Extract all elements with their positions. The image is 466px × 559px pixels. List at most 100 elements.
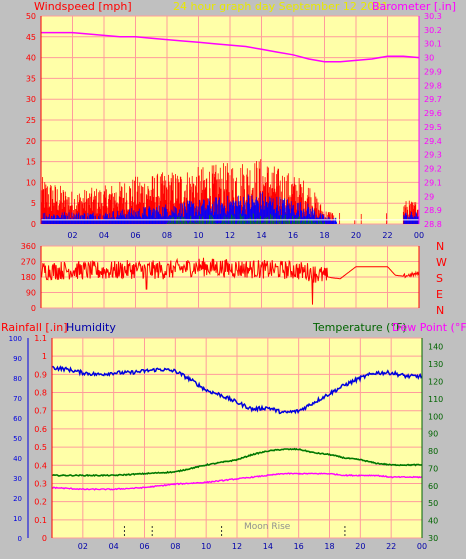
climate-x-tick: 20 <box>355 542 365 551</box>
direction-y-tick: 180 <box>21 273 36 282</box>
barometer-y-tick: 30.3 <box>424 12 442 21</box>
wind-x-tick: 12 <box>225 231 235 240</box>
wind-y-tick: 45 <box>26 33 36 42</box>
humidity-y-tick: 60 <box>13 415 22 423</box>
climate-x-tick: 12 <box>232 542 242 551</box>
wind-y-tick: 35 <box>26 74 36 83</box>
wind-y-tick: 10 <box>26 178 36 187</box>
barometer-y-tick: 29.7 <box>424 95 442 104</box>
barometer-line <box>41 31 420 63</box>
temperature-y-tick: 80 <box>428 447 438 456</box>
humidity-y-tick: 90 <box>13 355 22 363</box>
rainfall-y-tick: 0.7 <box>34 407 47 416</box>
climate-x-tick: 04 <box>109 542 119 551</box>
humidity-y-tick: 30 <box>13 475 22 483</box>
temperature-y-tick: 50 <box>428 499 438 508</box>
climate-x-tick: 06 <box>139 542 149 551</box>
humidity-axis-label: Humidity <box>66 321 116 334</box>
direction-y-tick: 270 <box>21 258 36 267</box>
barometer-y-tick: 29.5 <box>424 123 442 132</box>
wind-y-tick: 20 <box>26 137 36 146</box>
temperature-y-tick: 130 <box>428 360 443 369</box>
barometer-y-tick: 30 <box>424 54 434 63</box>
humidity-y-tick: 20 <box>13 495 22 503</box>
rainfall-y-tick: 1.1 <box>34 334 47 343</box>
rainfall-y-tick: 0.4 <box>34 461 47 470</box>
wind-y-tick: 30 <box>26 95 36 104</box>
humidity-y-tick: 100 <box>9 335 22 343</box>
temperature-line <box>52 447 422 477</box>
rainfall-y-tick: 0.9 <box>34 370 47 379</box>
rainfall-y-tick: 0.6 <box>34 425 47 434</box>
rainfall-y-tick: 0.3 <box>34 479 47 488</box>
climate-x-tick: 10 <box>201 542 211 551</box>
dewpoint-axis-label: Dew Point (°F) <box>392 321 466 334</box>
climate-x-tick: 02 <box>78 542 88 551</box>
wind-y-tick: 0 <box>31 220 36 229</box>
wind-x-tick: 08 <box>162 231 172 240</box>
direction-line <box>40 257 420 305</box>
wind-x-tick: 04 <box>99 231 109 240</box>
barometer-y-tick: 29.8 <box>424 81 442 90</box>
barometer-axis-label: Barometer [.in] <box>372 0 456 13</box>
windspeed-axis-label: Windspeed [mph] <box>34 0 132 13</box>
wind-x-tick: 20 <box>351 231 361 240</box>
wind-x-tick: 10 <box>193 231 203 240</box>
rainfall-y-tick: 0.8 <box>34 389 47 398</box>
direction-label-n-top: N <box>436 240 444 253</box>
temperature-y-tick: 90 <box>428 430 438 439</box>
humidity-line <box>51 365 423 415</box>
rainfall-y-tick: 0.5 <box>34 443 47 452</box>
direction-label-s: S <box>436 272 443 285</box>
barometer-y-tick: 28.8 <box>424 220 442 229</box>
climate-x-tick: 00 <box>417 542 427 551</box>
barometer-y-tick: 30.2 <box>424 26 442 35</box>
temperature-y-tick: 30 <box>428 534 438 543</box>
barometer-y-tick: 28.9 <box>424 206 442 215</box>
rainfall-y-tick: 0 <box>42 534 47 543</box>
barometer-y-tick: 29 <box>424 192 434 201</box>
climate-x-tick: 22 <box>386 542 396 551</box>
wind-x-tick: 00 <box>414 231 424 240</box>
wind-x-tick: 16 <box>288 231 298 240</box>
temperature-y-tick: 100 <box>428 412 443 421</box>
humidity-y-tick: 0 <box>18 535 22 543</box>
climate-x-tick: 18 <box>324 542 334 551</box>
temperature-y-tick: 60 <box>428 482 438 491</box>
direction-label-w: W <box>436 256 447 269</box>
wind-y-tick: 15 <box>26 158 36 167</box>
barometer-y-tick: 29.4 <box>424 137 442 146</box>
dewpoint-line <box>51 472 423 491</box>
wind-x-tick: 18 <box>319 231 329 240</box>
wind-x-tick: 14 <box>256 231 266 240</box>
wind-y-tick: 40 <box>26 54 36 63</box>
direction-label-n-bottom: N <box>436 304 444 317</box>
wind-y-tick: 25 <box>26 116 36 125</box>
humidity-y-tick: 10 <box>13 515 22 523</box>
rainfall-y-tick: 0.2 <box>34 498 47 507</box>
humidity-y-tick: 50 <box>13 435 22 443</box>
wind-y-tick: 5 <box>31 199 36 208</box>
direction-y-tick: 0 <box>31 304 36 313</box>
axis-layer: 0510152025303540455028.828.92929.129.229… <box>9 12 444 551</box>
temperature-y-tick: 120 <box>428 377 443 386</box>
barometer-y-tick: 29.2 <box>424 165 442 174</box>
wind-y-tick: 50 <box>26 12 36 21</box>
humidity-y-tick: 70 <box>13 395 22 403</box>
climate-x-tick: 16 <box>294 542 304 551</box>
barometer-y-tick: 29.3 <box>424 151 442 160</box>
direction-y-tick: 360 <box>21 242 36 251</box>
humidity-y-tick: 80 <box>13 375 22 383</box>
data-layer <box>40 31 423 538</box>
climate-x-tick: 08 <box>170 542 180 551</box>
barometer-y-tick: 29.6 <box>424 109 442 118</box>
wind-x-tick: 06 <box>130 231 140 240</box>
climate-x-tick: 14 <box>263 542 273 551</box>
graph-title: 24 hour graph day September 12 2021 <box>173 0 388 13</box>
temperature-y-tick: 140 <box>428 343 443 352</box>
rainfall-axis-label: Rainfall [.in] <box>1 321 68 334</box>
temperature-y-tick: 40 <box>428 517 438 526</box>
direction-label-e: E <box>436 288 443 301</box>
